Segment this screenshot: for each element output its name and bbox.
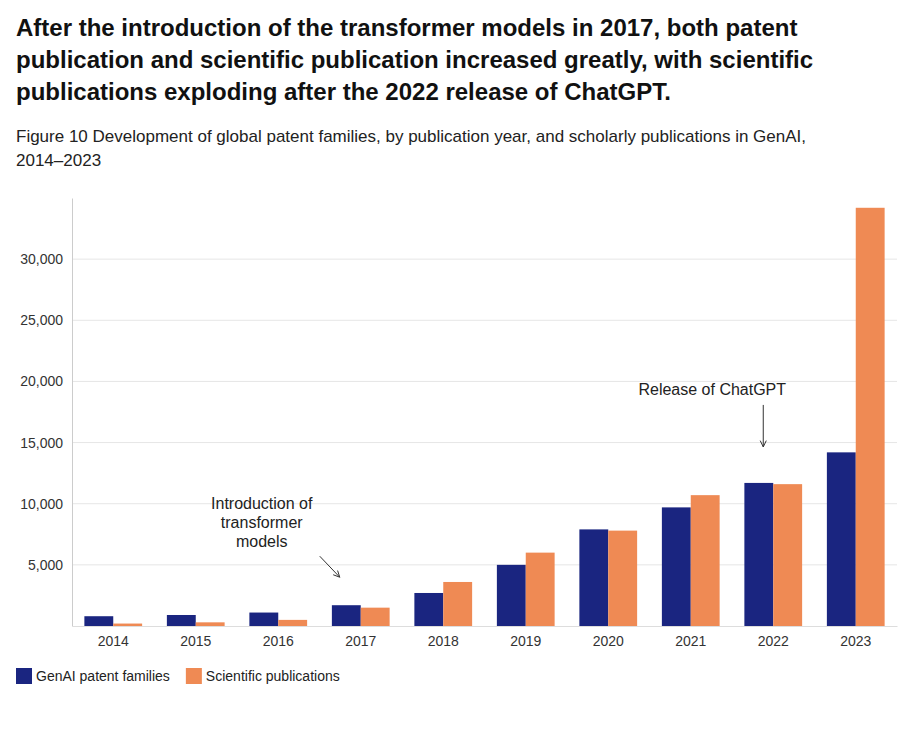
bar <box>608 531 637 626</box>
annotation-arrow <box>760 405 766 447</box>
bar <box>691 495 720 626</box>
bar <box>332 605 361 626</box>
bar <box>278 620 307 626</box>
bar <box>113 624 142 626</box>
annotation-text: transformer <box>221 514 303 531</box>
x-tick: 2019 <box>510 626 541 649</box>
x-tick-label: 2023 <box>840 633 871 649</box>
x-tick: 2015 <box>180 626 211 649</box>
legend-label: Scientific publications <box>206 668 340 684</box>
x-tick-label: 2014 <box>98 633 129 649</box>
bar <box>497 565 526 626</box>
y-tick: 15,000 <box>20 435 72 451</box>
bar <box>249 613 278 626</box>
text-line: publications exploding after the 2022 re… <box>16 78 671 105</box>
x-axis: 2014 2015 2016 2017 2018 2019 2020 2021 2022 2023 <box>73 626 898 649</box>
y-tick: 25,000 <box>20 312 72 328</box>
annotation-text: Introduction of <box>211 495 313 512</box>
annotations: Introduction of transformer models Release … <box>211 381 786 577</box>
x-tick-label: 2020 <box>593 633 624 649</box>
title: After the introduction of the transforme… <box>16 14 813 105</box>
text-line: Figure 10 Development of global patent f… <box>16 127 806 146</box>
bar <box>414 593 443 626</box>
y-axis: 5,000 10,000 15,000 20,000 25,000 30,000 <box>20 199 72 627</box>
bar <box>773 484 802 626</box>
text-line: 2014–2023 <box>16 151 101 170</box>
bar <box>827 452 856 626</box>
x-tick: 2014 <box>98 626 129 649</box>
x-tick-label: 2019 <box>510 633 541 649</box>
bar <box>662 507 691 626</box>
legend: GenAI patent families Scientific publicat… <box>16 668 340 684</box>
y-tick: 20,000 <box>20 373 72 389</box>
x-tick: 2018 <box>428 626 459 649</box>
bar <box>361 608 390 626</box>
legend-label: GenAI patent families <box>36 668 170 684</box>
subtitle: Figure 10 Development of global patent f… <box>16 127 806 170</box>
y-axis-line <box>72 199 73 627</box>
x-tick-label: 2018 <box>428 633 459 649</box>
annotation-text: Release of ChatGPT <box>638 381 786 398</box>
x-tick: 2016 <box>263 626 294 649</box>
legend-swatch <box>186 668 202 684</box>
text-line: After the introduction of the transforme… <box>16 14 797 41</box>
bar <box>167 615 196 626</box>
annotation-arrow <box>320 556 340 577</box>
annotation-text: models <box>236 533 288 550</box>
y-tick: 30,000 <box>20 251 72 267</box>
x-tick: 2022 <box>758 626 789 649</box>
x-tick-label: 2022 <box>758 633 789 649</box>
bar <box>856 208 885 626</box>
y-tick-label: 10,000 <box>20 496 63 512</box>
y-tick: 5,000 <box>28 557 72 573</box>
x-tick: 2021 <box>675 626 706 649</box>
x-tick-label: 2015 <box>180 633 211 649</box>
y-tick-label: 30,000 <box>20 251 63 267</box>
bar <box>526 553 555 626</box>
legend-swatch <box>16 668 32 684</box>
bar <box>443 582 472 626</box>
grid-line <box>72 442 897 443</box>
bar <box>84 616 113 626</box>
x-tick: 2017 <box>345 626 376 649</box>
x-tick-label: 2017 <box>345 633 376 649</box>
x-tick: 2023 <box>840 626 871 649</box>
y-tick-label: 5,000 <box>28 557 63 573</box>
y-tick-label: 15,000 <box>20 435 63 451</box>
x-tick-label: 2021 <box>675 633 706 649</box>
x-tick: 2020 <box>593 626 624 649</box>
y-tick: 10,000 <box>20 496 72 512</box>
grid-line <box>72 320 897 321</box>
text-line: publication and scientific publication i… <box>16 46 813 73</box>
y-tick-label: 20,000 <box>20 373 63 389</box>
bar <box>579 529 608 626</box>
chart: After the introduction of the transforme… <box>0 0 900 734</box>
bar <box>744 483 773 626</box>
bar <box>196 622 225 626</box>
x-tick-label: 2016 <box>263 633 294 649</box>
y-tick-label: 25,000 <box>20 312 63 328</box>
x-axis-line <box>73 626 898 627</box>
grid-line <box>72 259 897 260</box>
bars <box>84 208 884 626</box>
